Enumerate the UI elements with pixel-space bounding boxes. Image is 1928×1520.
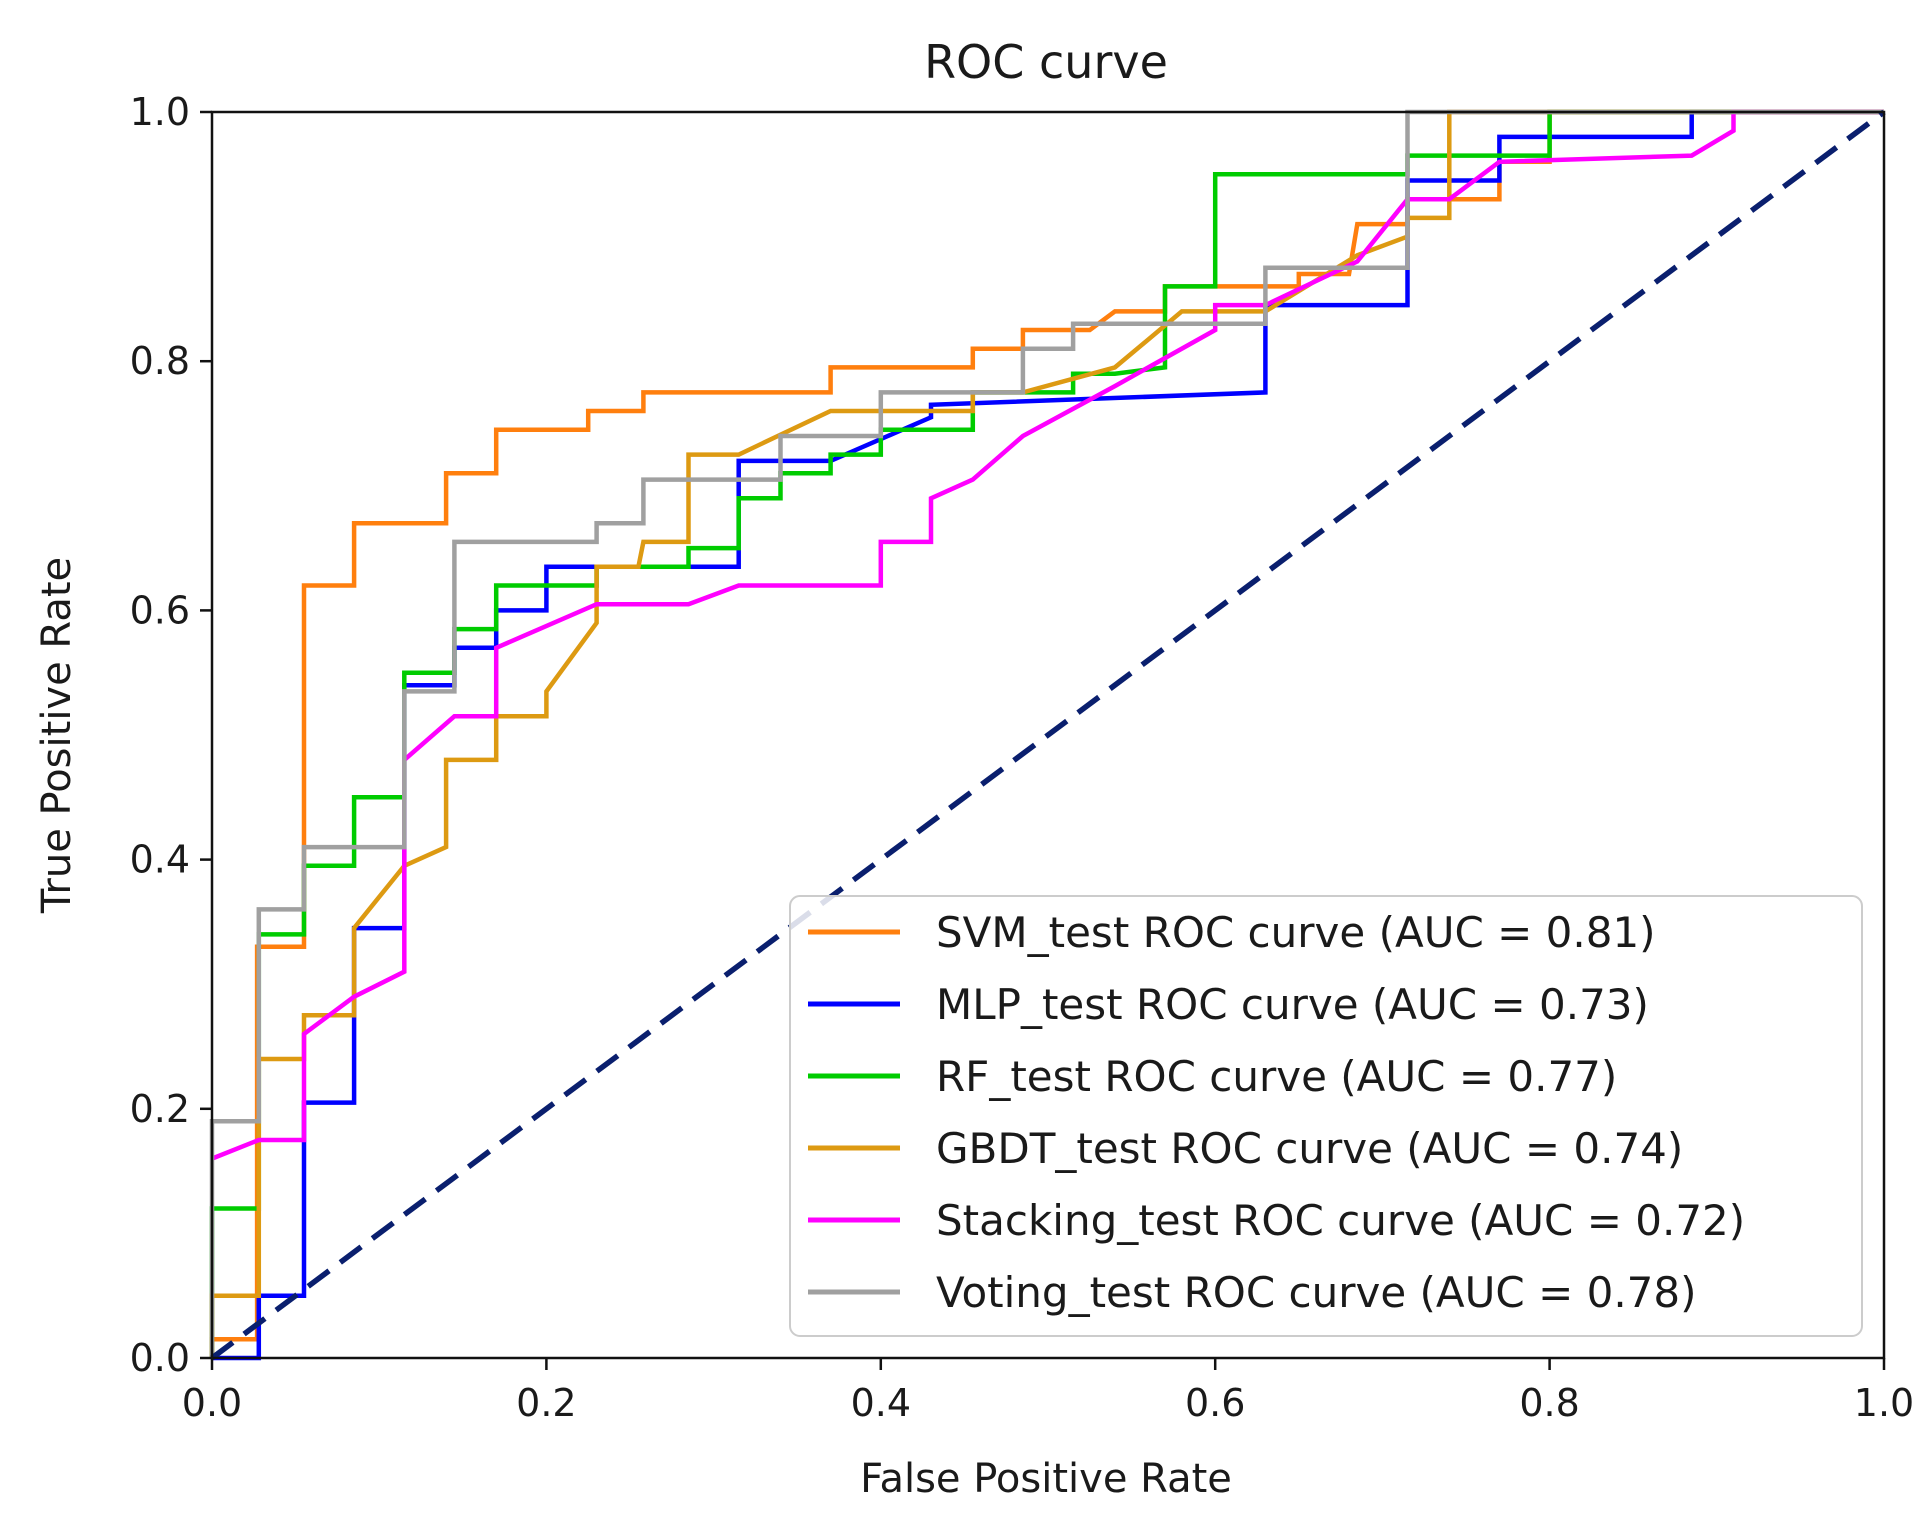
- x-tick-label: 0.6: [1185, 1381, 1245, 1425]
- legend: SVM_test ROC curve (AUC = 0.81) MLP_test …: [789, 895, 1863, 1337]
- y-tick-label: 0.4: [130, 838, 190, 882]
- series-line-4: [211, 109, 1884, 1161]
- baseline-diagonal: [210, 109, 1886, 1361]
- series-layer: [209, 109, 1886, 1361]
- legend-label: GBDT_test ROC curve (AUC = 0.74): [936, 1124, 1683, 1173]
- y-tick-label: 0.2: [130, 1087, 190, 1131]
- legend-label: MLP_test ROC curve (AUC = 0.73): [936, 980, 1649, 1029]
- legend-label: SVM_test ROC curve (AUC = 0.81): [936, 908, 1656, 957]
- y-axis-label: True Positive Rate: [34, 557, 80, 914]
- chart-title: ROC curve: [924, 35, 1168, 89]
- plot-frame: [210, 110, 1886, 1360]
- x-axis-label: False Positive Rate: [860, 1456, 1232, 1502]
- legend-label: Stacking_test ROC curve (AUC = 0.72): [936, 1196, 1745, 1245]
- x-tick-label: 0.8: [1519, 1381, 1579, 1425]
- y-axis: 0.0 0.2 0.4 0.6 0.8 1.0: [130, 90, 212, 1380]
- x-axis: 0.0 0.2 0.4 0.6 0.8 1.0: [182, 1358, 1914, 1425]
- legend-label: Voting_test ROC curve (AUC = 0.78): [936, 1268, 1697, 1317]
- legend-box: [789, 895, 1863, 1337]
- x-tick-label: 0.4: [851, 1381, 911, 1425]
- y-tick-label: 0.0: [130, 1336, 190, 1380]
- legend-label: RF_test ROC curve (AUC = 0.77): [936, 1052, 1617, 1101]
- x-tick-label: 0.2: [516, 1381, 576, 1425]
- y-tick-label: 0.8: [130, 339, 190, 383]
- y-tick-label: 1.0: [130, 90, 190, 134]
- x-tick-label: 0.0: [182, 1381, 242, 1425]
- x-tick-label: 1.0: [1854, 1381, 1914, 1425]
- series-line-5: [209, 109, 1884, 1358]
- series-line-2: [209, 109, 1884, 1358]
- y-tick-label: 0.6: [130, 588, 190, 632]
